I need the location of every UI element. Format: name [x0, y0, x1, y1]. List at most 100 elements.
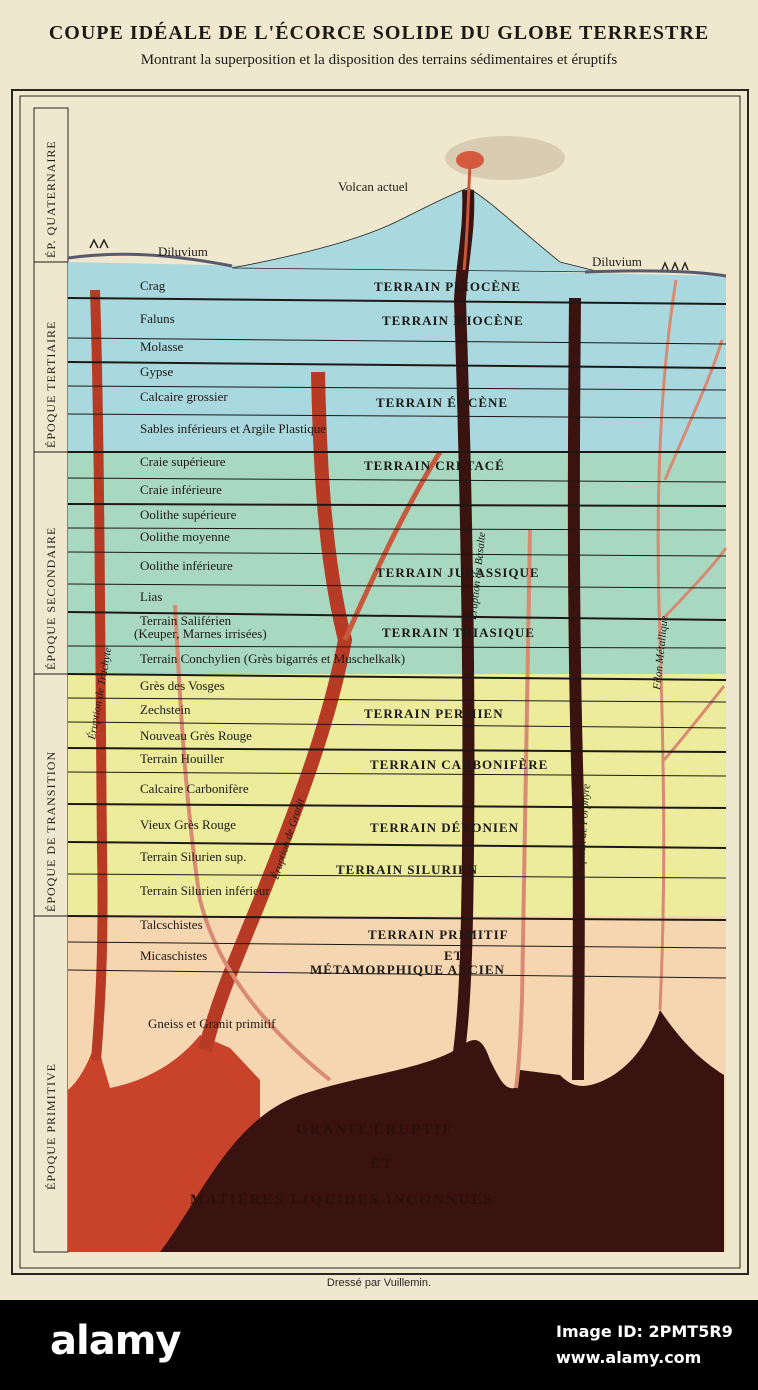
stratum-line — [67, 673, 727, 681]
stratum-line — [67, 297, 727, 305]
stratum-line — [67, 721, 727, 729]
stratum-label: Oolithe supérieure — [140, 507, 237, 522]
stratum-line — [67, 503, 727, 507]
stratum-line — [67, 477, 727, 483]
stratum-line — [67, 527, 727, 531]
terrain-label: TERRAIN PRIMITIF — [368, 927, 509, 942]
stratum-line — [67, 361, 727, 369]
terrain-label: TERRAIN JURASSIQUE — [376, 565, 540, 580]
volcano-cone — [231, 187, 601, 273]
epoch-label: ÉPOQUE SECONDAIRE — [44, 527, 58, 670]
stratum-label: Gneiss et Granit primitif — [148, 1016, 276, 1031]
epoch-label: ÉPOQUE TERTIAIRE — [44, 321, 58, 448]
stratum-line — [67, 413, 727, 419]
stratum-line — [67, 873, 727, 879]
epoch-column — [33, 107, 69, 1253]
stratum-label: Calcaire Carbonifère — [140, 781, 249, 796]
volcano-flame — [456, 151, 484, 169]
stratum-label: (Keuper, Marnes irrisées) — [134, 626, 267, 641]
vein-granite-branch — [342, 450, 443, 642]
vein-metallic-branch-1 — [663, 339, 724, 481]
stratum-label: Craie inférieure — [140, 482, 222, 497]
diluvium-left-label: Diluvium — [158, 244, 208, 259]
diluvium-left-surface — [67, 252, 233, 268]
terrain-label: ET — [444, 948, 463, 963]
vein-basalt — [452, 189, 475, 1061]
credit-line: Dressé par Vuillemin. — [326, 1277, 432, 1289]
vein-porphyry — [567, 297, 585, 1081]
stratum-label: Molasse — [140, 339, 184, 354]
stratum-label: Faluns — [140, 311, 175, 326]
terrain-label: TERRAIN MIOCÈNE — [382, 313, 524, 328]
stratum-label: Terrain Houiller — [140, 751, 225, 766]
stratum-label: Terrain Silurien sup. — [140, 849, 246, 864]
stratum-line — [67, 841, 727, 849]
volcano-smoke — [445, 136, 565, 180]
outer-frame — [11, 89, 749, 1275]
vein-metallic — [656, 279, 678, 1011]
epoch-label: ÉP. QUATERNAIRE — [44, 140, 58, 258]
terrain-label: TERRAIN CARBONIFÈRE — [370, 757, 548, 772]
terrain-label: TERRAIN DÉVONIEN — [370, 820, 519, 835]
alamy-logo: alamy — [50, 1318, 181, 1364]
terrain-label: TERRAIN PLIOCÈNE — [374, 279, 521, 294]
stratum-line — [67, 645, 727, 649]
terrain-label: TERRAIN CRÉTACÉ — [364, 458, 505, 473]
vein-granite — [198, 371, 353, 1052]
stratum-label: Nouveau Grès Rouge — [140, 728, 252, 743]
vein-pink-right — [514, 529, 532, 1089]
image-id-text: Image ID: 2PMT5R9 — [556, 1322, 733, 1341]
stratum-label: Oolithe inférieure — [140, 558, 233, 573]
stratum-line — [67, 771, 727, 777]
inner-frame — [19, 95, 741, 1269]
stratum-line — [67, 803, 727, 809]
tree-left — [89, 238, 109, 249]
diluvium-right-surface — [584, 269, 727, 278]
terrain-label: TERRAIN SILURIEN — [336, 862, 478, 877]
diagram-title: COUPE IDÉALE DE L'ÉCORCE SOLIDE DU GLOBE… — [48, 22, 710, 44]
stratum-line — [67, 747, 727, 753]
vein-trachyte — [90, 289, 108, 1061]
terrain-label: TERRAIN PERMIEN — [364, 706, 504, 721]
terrain-label: MÉTAMORPHIQUE ANCIEN — [310, 962, 505, 977]
stratum-label: Sables inférieurs et Argile Plastique — [140, 421, 326, 436]
epoch-label: ÉPOQUE DE TRANSITION — [44, 751, 58, 912]
diluvium-right-label: Diluvium — [592, 254, 642, 269]
diagram-subtitle: Montrant la superposition et la disposit… — [140, 52, 618, 68]
stratum-line — [67, 385, 727, 391]
stratum-line — [67, 583, 727, 589]
stratum-line — [67, 337, 727, 345]
tree-right — [661, 261, 689, 271]
stratum-label: Calcaire grossier — [140, 389, 228, 404]
volcano-label: Volcan actuel — [338, 179, 409, 194]
stratum-label: Terrain Saliférien — [140, 613, 232, 628]
vein-volcano-pipe — [462, 164, 472, 271]
band-tertiary — [68, 262, 726, 452]
stratum-label: Oolithe moyenne — [140, 529, 230, 544]
stratum-label: Crag — [140, 278, 166, 293]
stratum-label: Craie supérieure — [140, 454, 226, 469]
deep-label: MATIÈRES LIQUIDES INCONNUES — [190, 1191, 494, 1208]
stratum-label: Terrain Silurien inférieur — [140, 883, 270, 898]
stratum-label: Lias — [140, 589, 162, 604]
stratum-label: Zechstein — [140, 702, 191, 717]
stock-watermark-bar: alamy Image ID: 2PMT5R9 www.alamy.com — [0, 1300, 758, 1390]
stratum-line — [67, 611, 727, 621]
stratum-line — [67, 969, 727, 979]
deep-label: ET — [370, 1156, 394, 1172]
magma-dark-base — [160, 1010, 724, 1252]
stratum-label: Grès des Vosges — [140, 678, 225, 693]
stratum-line — [67, 551, 727, 557]
terrain-label: TERRAIN ÉOCÈNE — [376, 395, 508, 410]
site-url-text: www.alamy.com — [556, 1348, 702, 1367]
vein-metallic-branch-2 — [660, 547, 728, 622]
cross-section-diagram: ÉP. QUATERNAIRE ÉPOQUE TERTIAIRE ÉPOQUE … — [11, 89, 749, 1275]
deep-label: GRANIT ÉRUPTIF — [296, 1121, 453, 1138]
epoch-label: ÉPOQUE PRIMITIVE — [44, 1063, 58, 1190]
stratum-line — [67, 697, 727, 703]
stratum-label: Talcschistes — [140, 917, 203, 932]
stratum-lines — [34, 261, 727, 979]
stratum-line — [67, 915, 727, 921]
stratum-label: Terrain Conchylien (Grès bigarrés et Mus… — [140, 651, 405, 666]
engraving-plate: COUPE IDÉALE DE L'ÉCORCE SOLIDE DU GLOBE… — [11, 22, 749, 1289]
